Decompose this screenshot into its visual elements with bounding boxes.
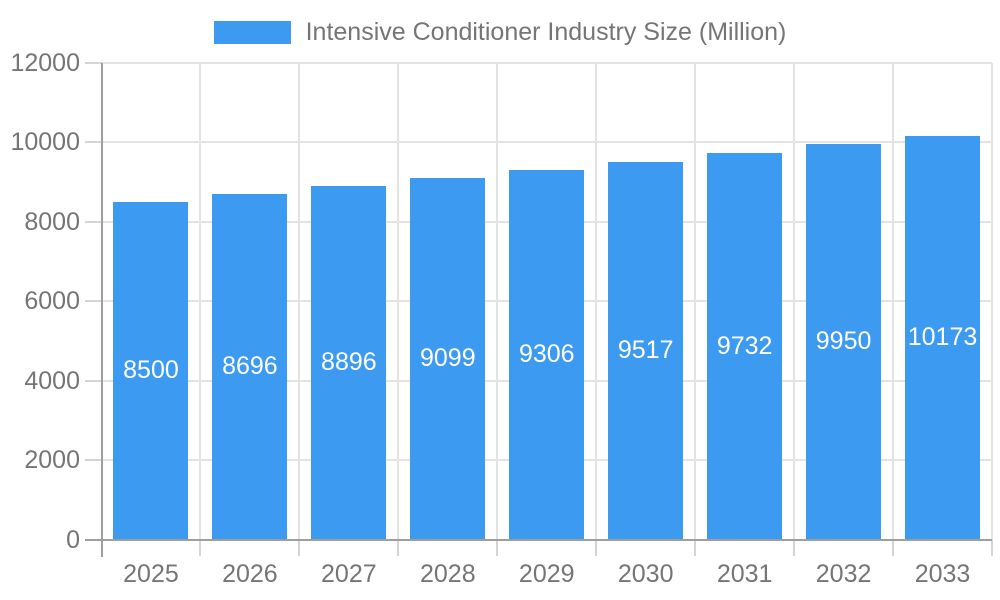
- x-axis-tick-label: 2027: [321, 560, 377, 588]
- bar-value-label: 8896: [321, 348, 377, 377]
- gridline-vertical: [892, 63, 895, 540]
- bar-2025[interactable]: 8500: [113, 201, 189, 540]
- x-axis-tick: [298, 539, 301, 556]
- y-axis-tick-label: 0: [66, 525, 80, 554]
- bar-value-label: 9099: [419, 344, 476, 373]
- bar-value-label: 9306: [518, 340, 575, 369]
- x-axis-tick: [892, 539, 895, 556]
- y-axis-tick: [84, 220, 102, 223]
- x-axis-tick: [991, 539, 993, 556]
- bar-2030[interactable]: 9517: [608, 161, 684, 540]
- x-axis-tick: [496, 539, 499, 556]
- x-axis-tick-label: 2033: [914, 560, 971, 588]
- gridline-horizontal: [101, 62, 992, 64]
- bar-2026[interactable]: 8696: [212, 194, 288, 540]
- y-axis-tick: [84, 141, 102, 144]
- y-axis-tick-label: 4000: [24, 366, 80, 395]
- x-axis-tick-label: 2029: [518, 560, 575, 588]
- bar-2031[interactable]: 9732: [707, 153, 783, 540]
- x-axis-tick: [199, 539, 202, 556]
- bar-2028[interactable]: 9099: [410, 178, 486, 540]
- gridline-vertical: [397, 63, 400, 540]
- gridline-vertical: [199, 63, 202, 540]
- x-axis-tick-label: 2026: [222, 560, 278, 588]
- x-axis-tick: [694, 539, 697, 556]
- x-axis-tick: [793, 539, 796, 556]
- bar-2029[interactable]: 9306: [509, 169, 585, 540]
- gridline-vertical: [991, 63, 993, 540]
- x-axis-tick-label: 2025: [123, 560, 179, 588]
- bar-2033[interactable]: 10173: [905, 135, 981, 540]
- bar-2027[interactable]: 8896: [311, 186, 387, 540]
- y-axis-tick: [84, 459, 102, 462]
- legend-swatch-icon: [213, 21, 291, 44]
- x-axis-tick: [397, 539, 400, 556]
- x-axis-tick-label: 2032: [815, 560, 872, 588]
- y-axis-line: [100, 63, 103, 557]
- y-axis-tick-label: 2000: [24, 446, 80, 475]
- bar-value-label: 8696: [222, 352, 278, 381]
- bar-value-label: 8500: [123, 356, 179, 385]
- x-axis-tick-label: 2030: [617, 560, 674, 588]
- bar-value-label: 10173: [907, 323, 978, 352]
- y-axis-tick-label: 8000: [24, 207, 80, 236]
- x-axis-line: [84, 538, 992, 541]
- y-axis-tick: [84, 379, 102, 382]
- bar-value-label: 9950: [815, 327, 872, 356]
- y-axis-tick-label: 6000: [24, 287, 80, 316]
- legend-label: Intensive Conditioner Industry Size (Mil…: [305, 18, 787, 46]
- gridline-horizontal: [101, 141, 992, 144]
- x-axis-tick-label: 2028: [419, 560, 476, 588]
- gridline-vertical: [298, 63, 301, 540]
- x-axis-tick: [595, 539, 598, 556]
- y-axis-tick: [84, 300, 102, 303]
- bar-value-label: 9732: [716, 331, 773, 360]
- bar-value-label: 9517: [617, 336, 674, 365]
- gridline-vertical: [595, 63, 598, 540]
- gridline-vertical: [793, 63, 796, 540]
- y-axis-tick-label: 12000: [10, 49, 80, 77]
- y-axis-tick: [84, 62, 102, 64]
- gridline-vertical: [496, 63, 499, 540]
- x-axis-tick-label: 2031: [716, 560, 773, 588]
- bar-2032[interactable]: 9950: [806, 144, 882, 540]
- legend[interactable]: Intensive Conditioner Industry Size (Mil…: [0, 18, 1000, 47]
- y-axis-tick-label: 10000: [10, 128, 80, 157]
- gridline-vertical: [694, 63, 697, 540]
